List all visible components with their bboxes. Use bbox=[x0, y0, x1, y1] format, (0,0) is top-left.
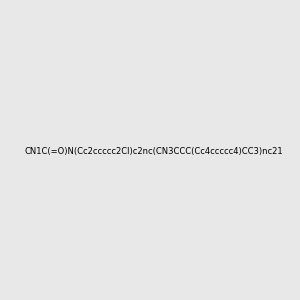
Text: CN1C(=O)N(Cc2ccccc2Cl)c2nc(CN3CCC(Cc4ccccc4)CC3)nc21: CN1C(=O)N(Cc2ccccc2Cl)c2nc(CN3CCC(Cc4ccc… bbox=[24, 147, 283, 156]
